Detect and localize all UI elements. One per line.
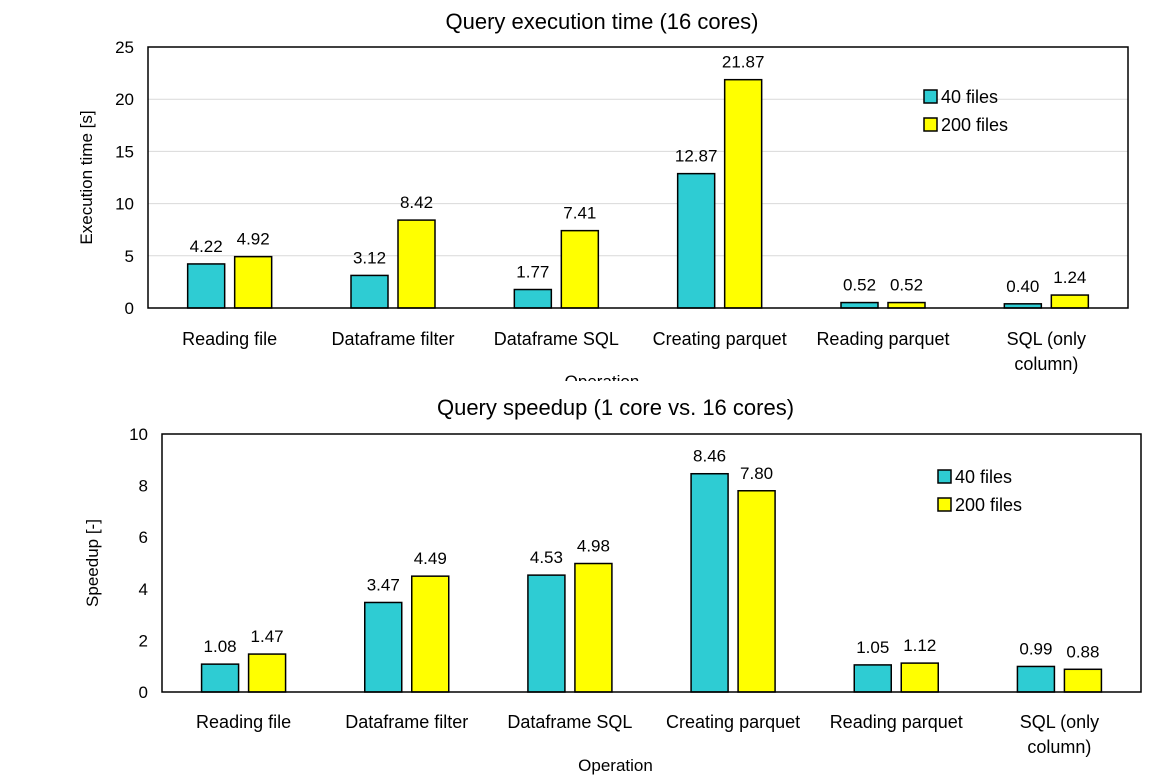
- data-label: 0.88: [1066, 642, 1099, 661]
- plot-frame: [147, 46, 1129, 309]
- y-axis-label: Execution time [s]: [77, 110, 96, 244]
- y-tick-label: 5: [125, 247, 134, 266]
- data-label: 4.98: [577, 537, 610, 556]
- data-label: 0.52: [890, 276, 923, 295]
- category-label: Reading parquet: [830, 712, 963, 732]
- bar-a: [200, 663, 240, 693]
- bar-b: [723, 78, 763, 309]
- data-label: 8.42: [400, 193, 433, 212]
- data-label: 4.53: [530, 548, 563, 567]
- bar-b: [900, 662, 939, 693]
- y-axis-label: Speedup [-]: [83, 519, 102, 607]
- bar-a: [364, 601, 403, 693]
- chart-1: 4.22 3.12 1.77 12.87 0.52 0.40 4.92 8.42 7.41 21.…: [77, 9, 1129, 391]
- bar-b: [397, 219, 436, 309]
- data-label: 1.24: [1053, 268, 1086, 287]
- bar-a: [527, 574, 566, 693]
- legend-swatch: [923, 117, 938, 132]
- legend-label: 200 files: [941, 115, 1008, 135]
- category-label: SQL (only: [1020, 712, 1099, 732]
- bar-a: [676, 172, 716, 309]
- category-label: Reading file: [196, 712, 291, 732]
- y-tick-label: 0: [125, 299, 134, 318]
- data-label: 1.05: [856, 638, 889, 657]
- legend-label: 40 files: [941, 87, 998, 107]
- data-label: 1.47: [251, 627, 284, 646]
- data-label: 4.49: [414, 549, 447, 568]
- category-label: Dataframe SQL: [494, 329, 619, 349]
- y-tick-label: 8: [139, 477, 148, 496]
- legend-swatch: [937, 497, 952, 512]
- bar-b: [887, 301, 926, 309]
- y-tick-label: 25: [115, 38, 134, 57]
- y-tick-label: 0: [139, 683, 148, 702]
- category-label: Reading parquet: [816, 329, 949, 349]
- bar-b: [574, 562, 613, 693]
- bar-b: [737, 490, 776, 693]
- legend-swatch: [937, 469, 952, 484]
- data-label: 3.12: [353, 248, 386, 267]
- data-label: 12.87: [675, 147, 718, 166]
- category-label: column): [1027, 737, 1091, 757]
- data-label: 7.41: [563, 204, 596, 223]
- legend-label: 40 files: [955, 467, 1012, 487]
- bar-a: [690, 472, 729, 693]
- data-label: 1.12: [903, 636, 936, 655]
- category-label: Dataframe SQL: [507, 712, 632, 732]
- data-label: 0.40: [1006, 277, 1039, 296]
- category-label: Reading file: [182, 329, 277, 349]
- chart-2: 1.08 3.47 4.53 8.46 1.05 0.99 1.47 4.49 4.98 7.80…: [83, 395, 1142, 775]
- data-label: 4.22: [190, 237, 223, 256]
- bar-a: [1016, 665, 1056, 693]
- chart-title: Query speedup (1 core vs. 16 cores): [437, 395, 794, 420]
- data-label: 3.47: [367, 575, 400, 594]
- y-tick-label: 20: [115, 90, 134, 109]
- category-label: SQL (only: [1007, 329, 1086, 349]
- y-tick-label: 2: [139, 631, 148, 650]
- bar-b: [411, 575, 450, 693]
- legend-label: 200 files: [955, 495, 1022, 515]
- y-tick-label: 10: [115, 195, 134, 214]
- data-label: 0.99: [1019, 639, 1052, 658]
- bar-b: [247, 653, 287, 693]
- category-label: Creating parquet: [653, 329, 787, 349]
- bar-b: [560, 229, 600, 309]
- category-label: column): [1014, 354, 1078, 374]
- data-label: 7.80: [740, 464, 773, 483]
- y-tick-label: 10: [129, 425, 148, 444]
- bar-a: [513, 288, 553, 309]
- x-axis-label: Operation: [578, 756, 653, 775]
- category-label: Dataframe filter: [331, 329, 454, 349]
- bar-b: [1050, 294, 1090, 309]
- bar-a: [186, 263, 226, 309]
- legend-swatch: [923, 89, 938, 104]
- chart-title: Query execution time (16 cores): [445, 9, 758, 34]
- bar-a: [853, 664, 892, 693]
- bar-a: [350, 274, 389, 309]
- data-label: 0.52: [843, 276, 876, 295]
- data-label: 1.08: [204, 637, 237, 656]
- y-tick-label: 4: [139, 580, 148, 599]
- data-label: 8.46: [693, 447, 726, 466]
- y-tick-label: 6: [139, 528, 148, 547]
- y-tick-label: 15: [115, 142, 134, 161]
- bar-b: [233, 255, 273, 309]
- bar-b: [1063, 668, 1103, 693]
- plot-frame: [161, 433, 1142, 693]
- category-label: Creating parquet: [666, 712, 800, 732]
- x-axis-label: Operation: [565, 372, 640, 391]
- data-label: 1.77: [516, 263, 549, 282]
- data-label: 21.87: [722, 53, 765, 72]
- data-label: 4.92: [237, 230, 270, 249]
- bar-a: [840, 301, 879, 309]
- category-label: Dataframe filter: [345, 712, 468, 732]
